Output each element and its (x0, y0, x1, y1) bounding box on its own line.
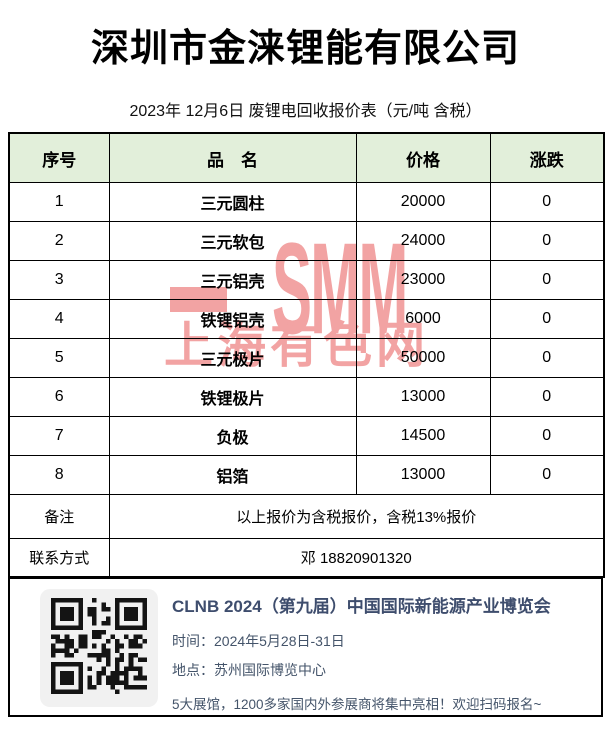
row-index: 3 (8, 260, 110, 300)
row-index: 8 (8, 455, 110, 495)
product-name: 铁锂极片 (108, 377, 357, 417)
expo-banner: CLNB 2024（第九届）中国国际新能源产业博览会 时间：2024年5月28日… (8, 577, 603, 717)
col-header-index: 序号 (8, 132, 110, 183)
product-name: 三元铝壳 (108, 260, 357, 300)
price-value: 20000 (355, 182, 491, 222)
remark-row: 备注 以上报价为含税报价，含税13%报价 (8, 494, 605, 539)
table-row: 1 三元圆柱 20000 0 (8, 182, 605, 222)
company-title: 深圳市金涞锂能有限公司 (90, 28, 520, 70)
col-header-price: 价格 (355, 132, 491, 183)
product-name: 三元软包 (108, 221, 357, 261)
expo-time: 时间：2024年5月28日-31日 (172, 633, 345, 649)
product-name: 负极 (108, 416, 357, 456)
table-row: 7 负极 14500 0 (8, 416, 605, 456)
change-value: 0 (489, 299, 605, 339)
change-value: 0 (489, 221, 605, 261)
price-value: 24000 (355, 221, 491, 261)
row-index: 4 (8, 299, 110, 339)
row-index: 6 (8, 377, 110, 417)
product-name: 三元圆柱 (108, 182, 357, 222)
table-row: 5 三元极片 50000 0 (8, 338, 605, 378)
expo-title: CLNB 2024（第九届）中国国际新能源产业博览会 (172, 597, 551, 616)
price-value: 50000 (355, 338, 491, 378)
expo-info: CLNB 2024（第九届）中国国际新能源产业博览会 时间：2024年5月28日… (172, 592, 592, 713)
row-index: 1 (8, 182, 110, 222)
price-value: 13000 (355, 377, 491, 417)
remark-text: 以上报价为含税报价，含税13%报价 (108, 494, 605, 539)
row-index: 2 (8, 221, 110, 261)
price-value: 23000 (355, 260, 491, 300)
qr-code-pattern (51, 597, 147, 699)
expo-venue: 地点：苏州国际博览中心 (172, 662, 326, 678)
table-row: 4 铁锂铝壳 6000 0 (8, 299, 605, 339)
contact-text: 邓 18820901320 (108, 538, 605, 577)
sheet-subtitle: 2023年 12月6日 废锂电回收报价表（元/吨 含税） (129, 103, 482, 120)
qr-code-icon (40, 589, 158, 707)
product-name: 铝箔 (108, 455, 357, 495)
product-name: 三元极片 (108, 338, 357, 378)
price-value: 14500 (355, 416, 491, 456)
product-name: 铁锂铝壳 (108, 299, 357, 339)
change-value: 0 (489, 455, 605, 495)
table-row: 3 三元铝壳 23000 0 (8, 260, 605, 300)
col-header-change: 涨跌 (489, 132, 605, 183)
table-row: 6 铁锂极片 13000 0 (8, 377, 605, 417)
table-header-row: 序号 品 名 价格 涨跌 (8, 132, 605, 183)
table-row: 2 三元软包 24000 0 (8, 221, 605, 261)
change-value: 0 (489, 260, 605, 300)
change-value: 0 (489, 182, 605, 222)
remark-label: 备注 (8, 494, 110, 539)
table-row: 8 铝箔 13000 0 (8, 455, 605, 495)
price-table: 序号 品 名 价格 涨跌 1 三元圆柱 20000 0 2 三元软包 24000… (8, 132, 605, 578)
price-value: 13000 (355, 455, 491, 495)
expo-promo: 5大展馆，1200多家国内外参展商将集中亮相！欢迎扫码报名~ (172, 697, 542, 712)
change-value: 0 (489, 416, 605, 456)
change-value: 0 (489, 377, 605, 417)
row-index: 5 (8, 338, 110, 378)
col-header-name: 品 名 (108, 132, 357, 183)
change-value: 0 (489, 338, 605, 378)
row-index: 7 (8, 416, 110, 456)
contact-label: 联系方式 (8, 538, 110, 577)
contact-row: 联系方式 邓 18820901320 (8, 538, 605, 577)
price-value: 6000 (355, 299, 491, 339)
